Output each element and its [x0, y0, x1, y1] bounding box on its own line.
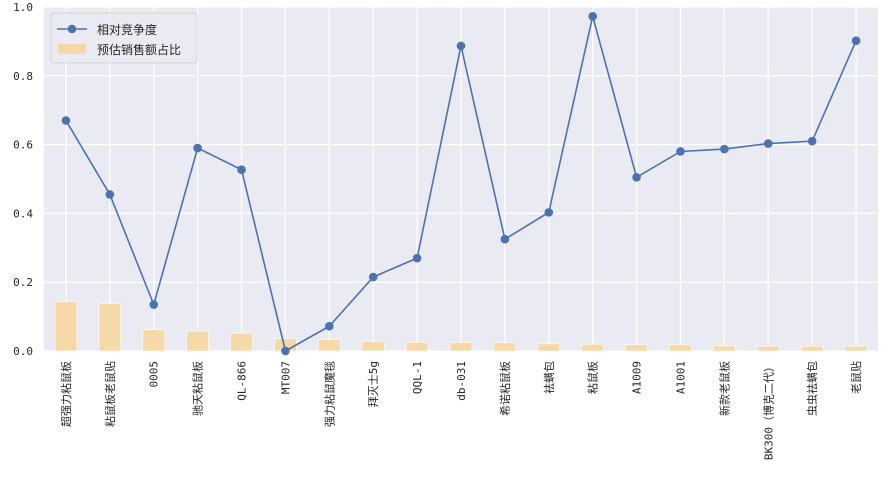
bar	[142, 329, 166, 352]
bar	[756, 345, 780, 352]
bar	[361, 341, 385, 352]
x-tick-label: 粘鼠板老鼠贴	[103, 361, 117, 427]
x-tick-label: 粘鼠板	[586, 361, 600, 394]
x-tick-label: 老鼠贴	[849, 361, 863, 394]
grid-lines	[44, 6, 878, 352]
x-tick-label: MT007	[279, 361, 292, 394]
data-point	[588, 11, 597, 21]
bar	[405, 342, 429, 352]
data-point	[632, 172, 641, 182]
bar	[713, 345, 736, 352]
data-point	[149, 300, 159, 309]
x-tick-label: 希诺粘鼠板	[498, 361, 512, 416]
bar	[581, 343, 604, 352]
data-point	[763, 139, 773, 148]
x-tick-label: 0005	[148, 361, 161, 388]
x-tick-label: 驰天粘鼠板	[191, 361, 205, 416]
line-series	[61, 11, 861, 356]
x-axis: 超强力粘鼠板 粘鼠板老鼠贴 0005 驰天粘鼠板 QL-866 MT007 强力粘鼠魔毯 拜灭…	[59, 361, 863, 460]
legend-label-line: 相对竞争度	[97, 22, 157, 37]
bar	[669, 344, 692, 352]
y-axis: 0.0 0.2 0.4 0.6 0.8 1.0	[13, 1, 33, 358]
x-tick-label: A1001	[674, 361, 687, 394]
x-tick-label: db-031	[455, 361, 468, 401]
bar	[625, 344, 648, 352]
bar-series	[54, 301, 868, 352]
legend-box	[50, 12, 198, 64]
data-point	[325, 321, 334, 331]
data-point	[193, 143, 202, 153]
bar	[449, 342, 473, 352]
legend-bar-swatch	[58, 44, 86, 54]
y-tick-label: 0.0	[13, 345, 33, 358]
data-point	[720, 144, 729, 154]
bar	[98, 303, 122, 352]
x-tick-label: 祛螨包	[542, 361, 556, 394]
data-point	[500, 234, 510, 244]
x-tick-label: BK300（博克二代）	[762, 361, 775, 460]
y-tick-label: 0.2	[13, 276, 33, 289]
data-point	[851, 36, 861, 46]
bar	[230, 332, 253, 352]
data-point	[676, 147, 685, 156]
y-tick-label: 0.4	[13, 207, 33, 220]
data-point	[237, 165, 246, 175]
bar	[318, 339, 341, 352]
data-point	[807, 136, 817, 146]
bar	[54, 301, 78, 352]
data-point	[61, 116, 71, 125]
x-tick-label: 拜灭士5g	[367, 361, 380, 407]
y-tick-label: 0.8	[13, 70, 33, 83]
data-point	[412, 253, 422, 263]
bar	[493, 342, 517, 352]
x-tick-label: QL-866	[236, 361, 249, 401]
data-point	[368, 272, 378, 282]
x-tick-label: A1009	[631, 361, 644, 394]
bar	[844, 345, 868, 352]
x-tick-label: 超强力粘鼠板	[59, 361, 73, 427]
x-tick-label: QQL-1	[411, 361, 424, 394]
data-point	[456, 41, 466, 51]
data-point	[281, 346, 290, 356]
x-tick-label: 强力粘鼠魔毯	[322, 361, 336, 427]
legend-marker-swatch	[67, 24, 77, 34]
x-tick-label: 虫虫祛螨包	[805, 361, 819, 416]
data-point	[544, 208, 554, 217]
y-tick-label: 0.6	[13, 139, 33, 152]
data-point	[105, 190, 115, 199]
bar	[537, 343, 561, 352]
y-tick-label: 1.0	[13, 1, 33, 14]
bar	[186, 330, 209, 352]
legend-label-bar: 预估销售额占比	[97, 42, 181, 57]
bar	[800, 345, 824, 352]
x-tick-label: 新款老鼠板	[717, 361, 731, 416]
